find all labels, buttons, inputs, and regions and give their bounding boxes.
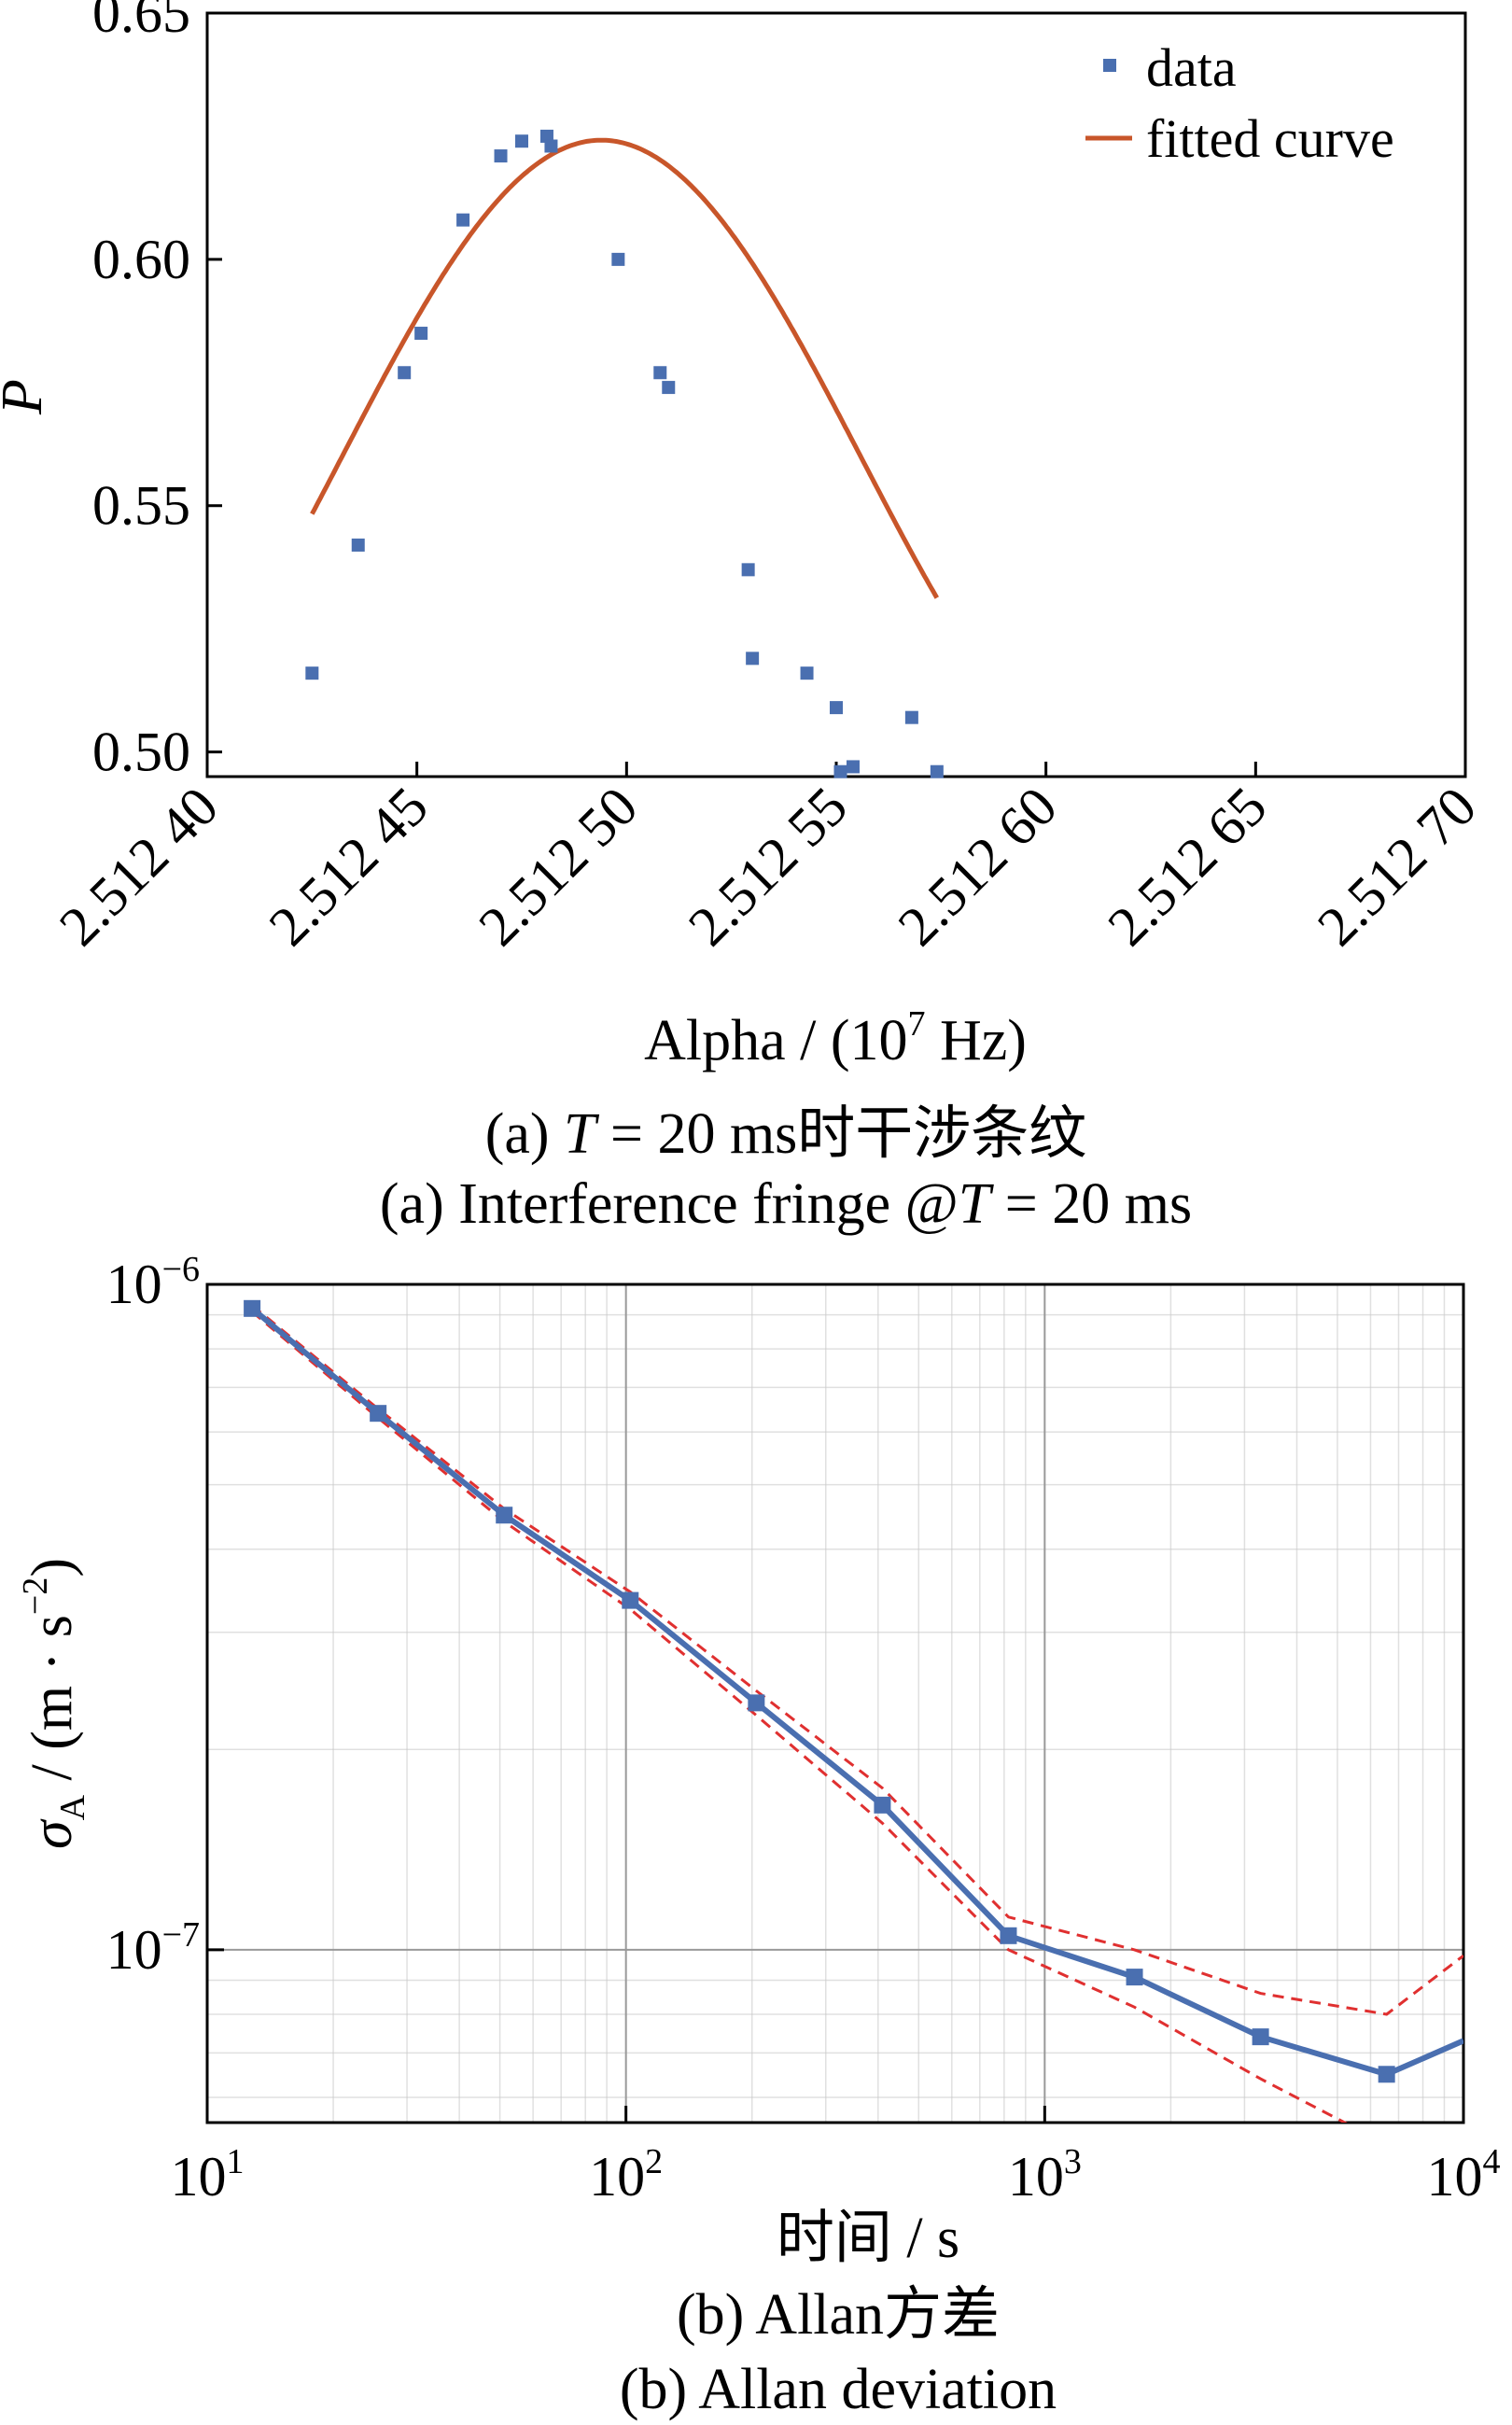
xlabel-a-main: Alpha / (10: [644, 1009, 907, 1072]
data-point: [494, 149, 508, 163]
data-point: [653, 366, 667, 380]
cap-a-en-prefix: (a) Interference fringe @: [380, 1172, 959, 1236]
panel-b-allan-chart: 10−610−7 101 102 103 104 σA / (m · s−2) 时间 …: [16, 1250, 1501, 2421]
y-tick-label: 10−7: [106, 1915, 200, 1981]
x-tick-label: 2.512 60: [887, 776, 1069, 958]
allan-deviation-line: [250, 1306, 1463, 2078]
cap-a-cn-T: T: [564, 1102, 600, 1166]
data-point: [351, 538, 365, 552]
y-tick-label: 0.65: [92, 0, 190, 44]
legend-data-marker: [1103, 59, 1116, 72]
panel-b-series: [244, 1299, 1463, 2123]
allan-data-point: [1378, 2066, 1395, 2083]
ylabel-b-mid: / (m · s: [21, 1615, 84, 1795]
allan-data-point: [622, 1591, 639, 1609]
x-tick-label: 2.512 55: [677, 776, 859, 958]
data-point: [741, 563, 755, 577]
legend-data-label: data: [1146, 37, 1237, 98]
panel-a-x-axis-label: Alpha / (107 Hz): [644, 1004, 1027, 1072]
data-point: [515, 134, 528, 148]
x-tick-label: 2.512 65: [1096, 776, 1278, 958]
y-tick-exp: −6: [162, 1250, 200, 1289]
xlabel-a-end: Hz): [925, 1009, 1026, 1072]
ylabel-b-end: ): [21, 1558, 84, 1577]
fitted-curve-line: [310, 137, 939, 599]
allan-data-point: [496, 1507, 513, 1524]
x-tick-base: 10: [589, 2146, 645, 2208]
data-point: [746, 652, 760, 666]
x-tick-label: 2.512 70: [1306, 776, 1488, 958]
x-tick-base: 10: [171, 2146, 227, 2208]
y-tick-base: 10: [106, 1919, 162, 1981]
panel-b-caption-en: (b) Allan deviation: [620, 2358, 1057, 2421]
ylabel-b-sup: −2: [16, 1577, 55, 1615]
data-point: [305, 666, 319, 680]
data-point: [846, 760, 860, 774]
allan-data-point: [1000, 1927, 1017, 1944]
data-point: [544, 139, 558, 153]
x-tick-label: 2.512 40: [48, 776, 230, 958]
data-point: [830, 701, 843, 715]
cap-a-en-T: T: [959, 1172, 995, 1236]
x-tick-base: 10: [1008, 2146, 1064, 2208]
allan-data-point: [1252, 2028, 1269, 2046]
x-tick-label: 104: [1427, 2142, 1501, 2208]
data-point: [398, 366, 412, 380]
data-point: [833, 764, 847, 778]
x-tick-label: 2.512 45: [258, 776, 440, 958]
y-tick-exp: −7: [162, 1915, 200, 1955]
panel-b-y-axis-label: σA / (m · s−2): [16, 1558, 92, 1849]
y-tick-label: 0.50: [92, 722, 190, 783]
data-point: [414, 327, 428, 341]
panel-b-x-axis-label: 时间 / s: [777, 2207, 959, 2270]
data-point: [539, 129, 553, 143]
upper-bound-line: [251, 1304, 1463, 2016]
x-tick-exp: 4: [1483, 2142, 1501, 2181]
allan-data-point: [370, 1405, 387, 1423]
xlabel-a-sup: 7: [907, 1004, 925, 1044]
x-tick-exp: 2: [645, 2142, 663, 2181]
allan-data-point: [244, 1299, 261, 1317]
data-point: [611, 252, 625, 266]
ylabel-b-sub: A: [53, 1794, 92, 1820]
y-tick-label: 0.60: [92, 229, 190, 290]
x-tick-label: 2.512 50: [467, 776, 649, 958]
cap-a-cn-rest: = 20 ms时干涉条纹: [595, 1102, 1086, 1166]
allan-data-point: [874, 1796, 891, 1814]
allan-data-point: [1126, 1969, 1143, 1986]
y-tick-base: 10: [106, 1254, 162, 1315]
allan-data-point: [748, 1694, 765, 1712]
x-tick-exp: 1: [227, 2142, 245, 2181]
ylabel-b-sigma: σ: [21, 1818, 84, 1849]
lower-bound-line: [251, 1311, 1348, 2123]
panel-a-y-axis-label: P: [0, 379, 54, 415]
panel-a-legend: data fitted curve: [1085, 37, 1394, 169]
y-tick-label: 0.55: [92, 475, 190, 537]
cap-a-cn-prefix: (a): [485, 1102, 564, 1166]
x-tick-label: 103: [1008, 2142, 1082, 2208]
cap-a-en-rest: = 20 ms: [990, 1172, 1192, 1236]
x-tick-exp: 3: [1064, 2142, 1082, 2181]
y-tick-label: 10−6: [106, 1250, 200, 1315]
legend-fit-label: fitted curve: [1146, 108, 1394, 169]
x-tick-base: 10: [1427, 2146, 1483, 2208]
x-tick-label: 101: [171, 2142, 245, 2208]
data-point: [456, 213, 470, 227]
data-point: [800, 666, 814, 680]
panel-a-caption-cn: (a) T = 20 ms时干涉条纹: [485, 1102, 1087, 1166]
data-point: [904, 710, 918, 724]
panel-b-plot-frame: [205, 1283, 1465, 2124]
data-point: [930, 764, 944, 778]
panel-a-fringe-chart: 0.500.550.600.65 2.512 40 2.512 45 2.512 5…: [0, 0, 1488, 1236]
data-point: [662, 381, 676, 395]
panel-b-caption-cn: (b) Allan方差: [677, 2283, 1000, 2347]
x-tick-label: 102: [589, 2142, 663, 2208]
panel-a-caption-en: (a) Interference fringe @T = 20 ms: [380, 1172, 1192, 1236]
